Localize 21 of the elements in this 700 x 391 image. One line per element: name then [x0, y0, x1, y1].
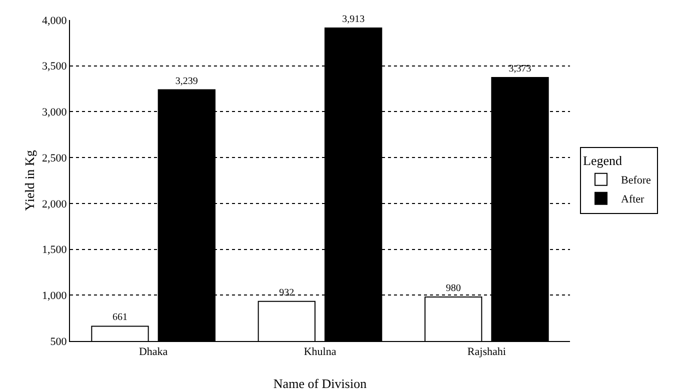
data-label: 3,913	[342, 14, 365, 25]
y-tick-label: 3,000	[42, 106, 68, 119]
y-tick-label: 2,000	[42, 198, 68, 210]
y-tick-label: 500	[50, 336, 68, 348]
x-tick-label: Khulna	[304, 346, 336, 358]
data-label: 980	[446, 282, 461, 294]
x-axis-title: Name of Division	[273, 376, 368, 391]
y-tick-label: 2,500	[42, 152, 68, 164]
legend-label: After	[621, 194, 645, 206]
y-tick-label: 1,000	[42, 290, 68, 302]
x-tick-label: Rajshahi	[467, 346, 506, 358]
data-label: 3,239	[175, 76, 198, 87]
y-tick-label: 3,500	[42, 60, 68, 73]
y-tick-label: 4,000	[42, 14, 68, 27]
x-tick-label: Dhaka	[138, 346, 168, 358]
legend-title: Legend	[583, 152, 622, 168]
legend-label: Before	[621, 174, 652, 187]
y-tick-label: 1,500	[42, 244, 68, 256]
data-label: 661	[112, 312, 128, 324]
data-label: 3,373	[508, 64, 532, 74]
y-axis-title: Yield in Kg	[22, 150, 37, 211]
